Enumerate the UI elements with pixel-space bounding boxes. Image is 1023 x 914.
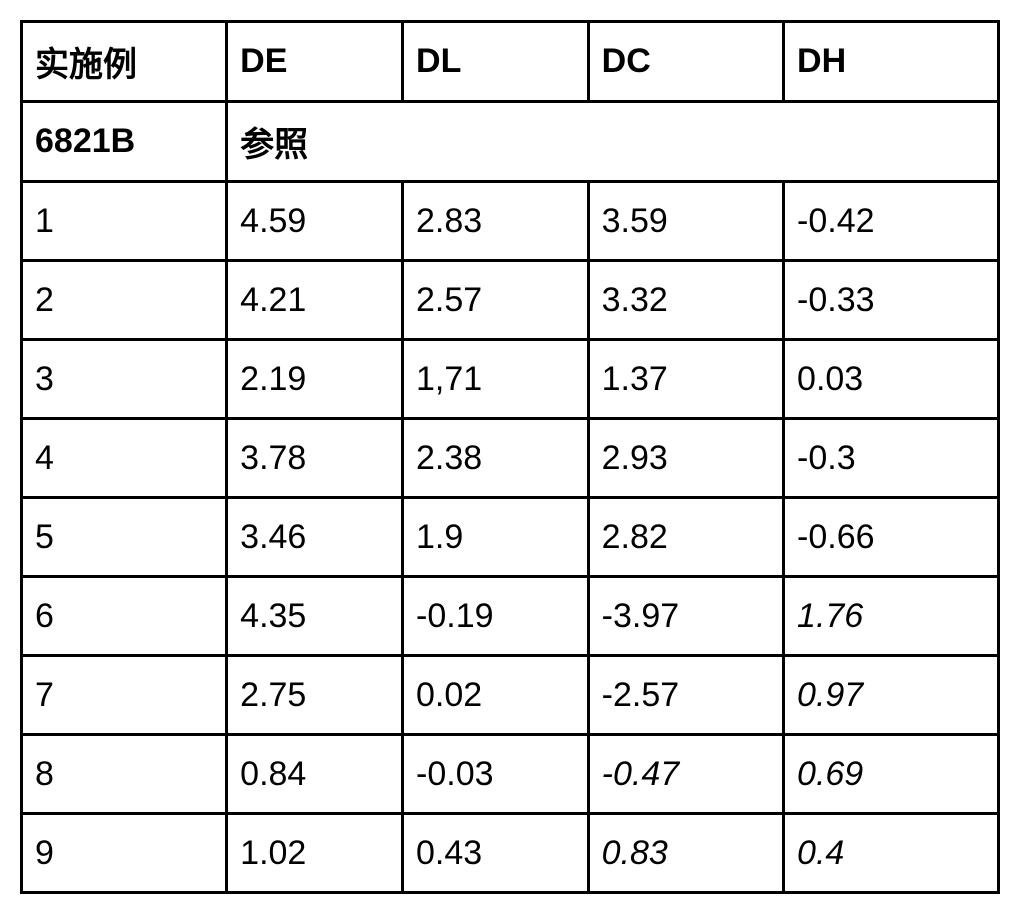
cell-id: 8 bbox=[22, 735, 227, 814]
cell-de: 1.02 bbox=[227, 814, 403, 893]
cell-dh: 0.97 bbox=[784, 656, 999, 735]
table-row: 24.212.573.32-0.33 bbox=[22, 261, 999, 340]
cell-dh: 0.4 bbox=[784, 814, 999, 893]
cell-dc: 1.37 bbox=[588, 340, 783, 419]
col-header-example: 实施例 bbox=[22, 22, 227, 102]
cell-de: 4.21 bbox=[227, 261, 403, 340]
cell-de: 0.84 bbox=[227, 735, 403, 814]
cell-dh: -0.42 bbox=[784, 182, 999, 261]
cell-dc: 2.82 bbox=[588, 498, 783, 577]
reference-row: 6821B 参照 bbox=[22, 102, 999, 182]
cell-de: 4.35 bbox=[227, 577, 403, 656]
table-row: 43.782.382.93-0.3 bbox=[22, 419, 999, 498]
col-header-de: DE bbox=[227, 22, 403, 102]
col-header-dh: DH bbox=[784, 22, 999, 102]
cell-id: 4 bbox=[22, 419, 227, 498]
cell-dl: 1.9 bbox=[403, 498, 589, 577]
table-row: 80.84-0.03-0.470.69 bbox=[22, 735, 999, 814]
cell-dc: -2.57 bbox=[588, 656, 783, 735]
cell-dh: -0.3 bbox=[784, 419, 999, 498]
table-row: 64.35-0.19-3.971.76 bbox=[22, 577, 999, 656]
cell-de: 3.78 bbox=[227, 419, 403, 498]
cell-id: 3 bbox=[22, 340, 227, 419]
cell-dc: -3.97 bbox=[588, 577, 783, 656]
cell-dl: 1,71 bbox=[403, 340, 589, 419]
cell-de: 3.46 bbox=[227, 498, 403, 577]
cell-dh: 0.69 bbox=[784, 735, 999, 814]
table-row: 53.461.92.82-0.66 bbox=[22, 498, 999, 577]
table-row: 14.592.833.59-0.42 bbox=[22, 182, 999, 261]
cell-id: 5 bbox=[22, 498, 227, 577]
cell-dl: 0.43 bbox=[403, 814, 589, 893]
cell-dl: 2.83 bbox=[403, 182, 589, 261]
cell-id: 6 bbox=[22, 577, 227, 656]
table-row: 91.020.430.830.4 bbox=[22, 814, 999, 893]
col-header-dl: DL bbox=[403, 22, 589, 102]
col-header-dc: DC bbox=[588, 22, 783, 102]
cell-dh: 1.76 bbox=[784, 577, 999, 656]
cell-dc: 3.32 bbox=[588, 261, 783, 340]
table-row: 72.750.02-2.570.97 bbox=[22, 656, 999, 735]
cell-id: 1 bbox=[22, 182, 227, 261]
cell-id: 2 bbox=[22, 261, 227, 340]
cell-dc: 2.93 bbox=[588, 419, 783, 498]
cell-id: 7 bbox=[22, 656, 227, 735]
cell-de: 2.75 bbox=[227, 656, 403, 735]
reference-label: 6821B bbox=[22, 102, 227, 182]
cell-dl: 2.38 bbox=[403, 419, 589, 498]
table-row: 32.191,711.370.03 bbox=[22, 340, 999, 419]
cell-de: 2.19 bbox=[227, 340, 403, 419]
cell-dc: 3.59 bbox=[588, 182, 783, 261]
cell-dh: 0.03 bbox=[784, 340, 999, 419]
reference-text: 参照 bbox=[227, 102, 999, 182]
cell-dc: -0.47 bbox=[588, 735, 783, 814]
table-header-row: 实施例 DE DL DC DH bbox=[22, 22, 999, 102]
cell-dh: -0.33 bbox=[784, 261, 999, 340]
cell-de: 4.59 bbox=[227, 182, 403, 261]
cell-dl: -0.19 bbox=[403, 577, 589, 656]
cell-dl: 0.02 bbox=[403, 656, 589, 735]
data-table: 实施例 DE DL DC DH 6821B 参照 14.592.833.59-0… bbox=[20, 20, 1000, 894]
cell-dc: 0.83 bbox=[588, 814, 783, 893]
cell-id: 9 bbox=[22, 814, 227, 893]
cell-dl: 2.57 bbox=[403, 261, 589, 340]
cell-dl: -0.03 bbox=[403, 735, 589, 814]
cell-dh: -0.66 bbox=[784, 498, 999, 577]
